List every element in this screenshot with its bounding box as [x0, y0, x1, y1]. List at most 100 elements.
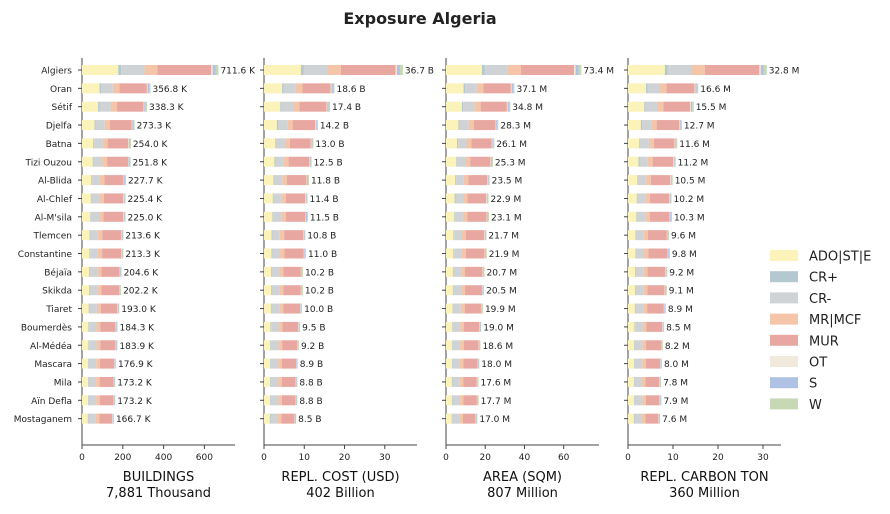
- bar-segment: [102, 267, 120, 277]
- bar-segment: [144, 102, 145, 112]
- bar-segment: [485, 65, 508, 75]
- bar-segment: [446, 65, 482, 75]
- bar-segment: [295, 414, 296, 424]
- bar-total-label: 11.6 M: [679, 140, 710, 150]
- bar-segment: [446, 359, 452, 369]
- bar-segment: [692, 102, 693, 112]
- bar-segment: [478, 359, 479, 369]
- bar-segment: [284, 157, 289, 167]
- bar-segment: [100, 377, 114, 387]
- bar-segment: [91, 212, 99, 222]
- bar-segment: [275, 138, 276, 148]
- bar-segment: [650, 193, 669, 203]
- bar-segment: [144, 65, 157, 75]
- bar-segment: [157, 65, 211, 75]
- bar-segment: [96, 414, 99, 424]
- legend-label: MUR: [809, 334, 839, 349]
- bar-segment: [462, 102, 463, 112]
- bar-segment: [453, 377, 460, 387]
- bar-segment: [272, 267, 279, 277]
- bar-segment: [274, 175, 282, 185]
- bar-segment: [637, 175, 638, 185]
- bar-segment: [113, 83, 120, 93]
- bar-segment: [638, 193, 646, 203]
- bar-segment: [481, 304, 482, 314]
- bar-segment: [452, 414, 453, 424]
- bar-segment: [281, 193, 285, 203]
- bar-segment: [463, 414, 476, 424]
- bar-segment: [488, 175, 489, 185]
- bar-segment: [306, 212, 307, 222]
- category-label: Algiers: [41, 67, 72, 77]
- bar-segment: [628, 304, 635, 314]
- bar-segment: [463, 193, 467, 203]
- bar-segment: [274, 193, 282, 203]
- bar-segment: [759, 65, 760, 75]
- bar-segment: [628, 395, 634, 405]
- bar-total-label: 14.2 B: [320, 122, 349, 132]
- bar-total-label: 8.8 B: [299, 378, 322, 388]
- bar-segment: [453, 359, 460, 369]
- bar-segment: [668, 65, 692, 75]
- bar-segment: [628, 120, 641, 130]
- category-label: Constantine: [18, 250, 73, 260]
- bar-segment: [308, 175, 309, 185]
- bar-segment: [660, 377, 661, 387]
- bar-segment: [282, 175, 287, 185]
- bar-segment: [99, 102, 110, 112]
- bar-total-label: 73.4 M: [583, 67, 614, 77]
- bar-segment: [82, 193, 91, 203]
- bar-segment: [124, 212, 125, 222]
- bar-segment: [628, 230, 636, 240]
- bar-total-label: 28.3 M: [500, 122, 531, 132]
- bar-segment: [397, 65, 400, 75]
- bar-segment: [628, 414, 634, 424]
- chart-title: Exposure Algeria: [343, 9, 496, 28]
- bar-total-label: 20.5 M: [486, 287, 517, 297]
- bar-segment: [118, 304, 119, 314]
- category-label: Tizi Ouzou: [24, 158, 72, 168]
- bar-segment: [287, 175, 307, 185]
- bar-segment: [99, 193, 103, 203]
- bar-total-label: 26.1 M: [496, 140, 527, 150]
- bar-segment: [95, 120, 96, 130]
- bar-segment: [264, 340, 270, 350]
- bar-segment: [271, 322, 278, 332]
- bar-segment: [460, 414, 463, 424]
- bar-segment: [278, 340, 282, 350]
- bar-segment: [657, 120, 679, 130]
- bar-segment: [273, 193, 274, 203]
- bar-segment: [485, 230, 486, 240]
- bar-total-label: 11.0 B: [308, 250, 337, 260]
- bar-segment: [669, 249, 670, 259]
- bar-segment: [333, 83, 335, 93]
- bar-total-label: 11.2 M: [678, 158, 709, 168]
- bar-segment: [271, 304, 272, 314]
- bar-segment: [460, 340, 464, 350]
- category-label: Tiaret: [45, 305, 72, 315]
- bar-segment: [104, 193, 123, 203]
- bar-segment: [461, 285, 465, 295]
- bar-segment: [660, 377, 661, 387]
- bar-segment: [479, 359, 480, 369]
- bar-total-label: 711.6 K: [220, 67, 256, 77]
- bar-segment: [88, 414, 89, 424]
- bar-segment: [661, 359, 662, 369]
- category-label: Boumerdès: [21, 322, 72, 333]
- bar-segment: [287, 120, 292, 130]
- bar-segment: [301, 267, 302, 277]
- bar-segment: [466, 157, 471, 167]
- bar-segment: [463, 359, 477, 369]
- bar-total-label: 17.0 M: [479, 415, 510, 425]
- bar-segment: [493, 138, 494, 148]
- bar-segment: [101, 304, 117, 314]
- bar-segment: [663, 322, 664, 332]
- bar-total-label: 17.4 B: [332, 103, 361, 113]
- bar-segment: [148, 83, 149, 93]
- bar-segment: [636, 285, 644, 295]
- bar-segment: [271, 322, 272, 332]
- bar-total-label: 193.0 K: [121, 305, 157, 315]
- bar-segment: [521, 65, 574, 75]
- bar-segment: [667, 230, 668, 240]
- bar-segment: [273, 175, 274, 185]
